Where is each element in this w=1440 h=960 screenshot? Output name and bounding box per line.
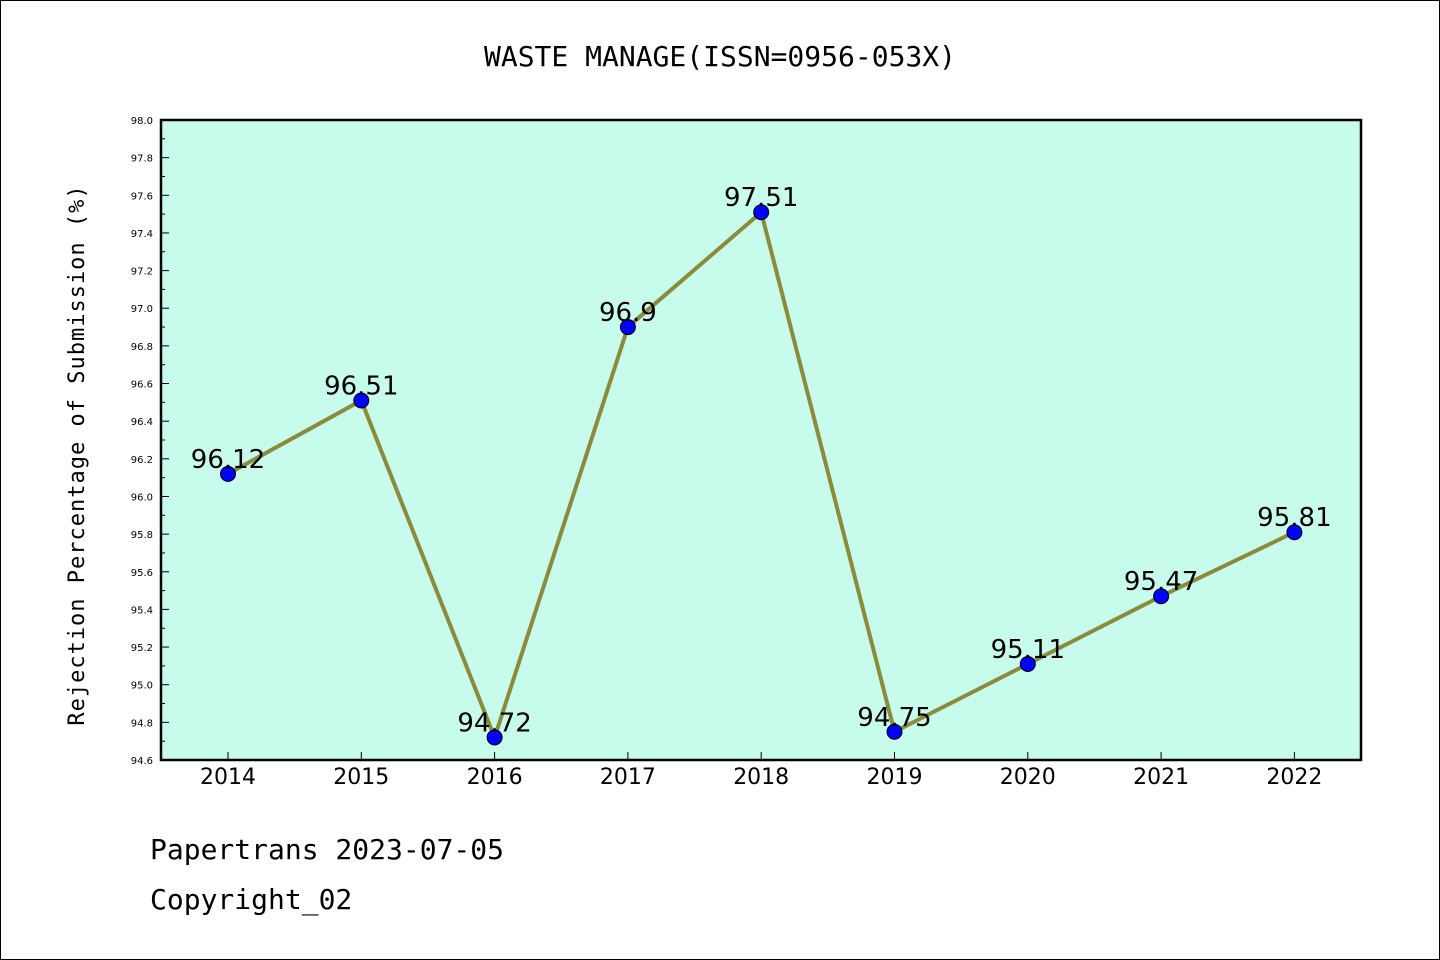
data-point: [220, 465, 236, 482]
x-tick-label: 2015: [333, 765, 389, 790]
y-axis: 94.6 94.8 95.0 95.2 95.4 95.6 95.8 96.0 96.2 96.4…: [131, 116, 169, 767]
x-axis: 2014 2015 2016 2017 2018 2019 2020 2021 2022: [200, 752, 1322, 790]
data-point: [1019, 656, 1036, 672]
data-label: 96.51: [324, 371, 398, 401]
y-tick-label: 94.8: [131, 718, 153, 729]
data-point: [1153, 588, 1170, 605]
footer-date: Papertrans 2023-07-05: [150, 833, 505, 866]
y-tick-label: 97.4: [131, 229, 153, 240]
data-label: 97.51: [724, 183, 798, 213]
x-tick-label: 2020: [1000, 765, 1056, 790]
y-tick-label: 95.8: [131, 530, 153, 541]
y-tick-label: 97.2: [131, 267, 153, 278]
data-label: 94.72: [457, 708, 531, 738]
y-tick-label: 97.8: [131, 154, 153, 165]
x-tick-label: 2021: [1133, 765, 1189, 790]
x-tick-label: 2017: [600, 765, 656, 790]
y-tick-label: 95.0: [131, 681, 153, 692]
y-tick-label: 97.6: [131, 191, 153, 202]
y-tick-label: 96.0: [131, 492, 153, 503]
data-label: 96.9: [599, 298, 657, 328]
y-tick-label: 96.6: [131, 380, 153, 391]
x-tick-label: 2019: [867, 765, 923, 790]
data-labels: 96.12 96.51 94.72 96.9 97.51 94.75 95.11 95.47 9…: [191, 183, 1332, 738]
y-tick-label: 94.6: [131, 756, 153, 767]
x-tick-label: 2018: [733, 765, 789, 790]
data-point: [886, 723, 903, 740]
data-label: 95.47: [1124, 567, 1198, 597]
data-point: [1286, 524, 1303, 541]
x-tick-label: 2016: [467, 765, 523, 790]
plot-area: [159, 118, 1363, 762]
y-tick-label: 96.2: [131, 455, 153, 466]
x-tick-label: 2022: [1266, 765, 1322, 790]
y-tick-label: 97.0: [131, 304, 153, 315]
data-label: 95.11: [991, 635, 1065, 665]
y-axis-label: Rejection Percentage of Submission (%): [65, 184, 90, 725]
chart-title: WASTE MANAGE(ISSN=0956-053X): [484, 40, 956, 73]
y-tick-label: 98.0: [131, 116, 153, 127]
data-label: 96.12: [191, 445, 265, 475]
y-tick-label: 95.2: [131, 643, 153, 654]
data-label: 95.81: [1257, 503, 1331, 533]
y-tick-label: 95.4: [131, 605, 153, 616]
series-group: [220, 204, 1303, 746]
y-tick-label: 96.8: [131, 342, 153, 353]
data-point: [486, 729, 503, 746]
y-tick-label: 96.4: [131, 417, 153, 428]
footer-copyright: Copyright_02: [150, 883, 353, 916]
x-tick-label: 2014: [200, 765, 256, 790]
data-point: [353, 392, 370, 409]
data-point: [753, 204, 770, 221]
y-tick-label: 95.6: [131, 568, 153, 579]
data-point: [619, 319, 636, 336]
data-label: 94.75: [857, 703, 931, 733]
